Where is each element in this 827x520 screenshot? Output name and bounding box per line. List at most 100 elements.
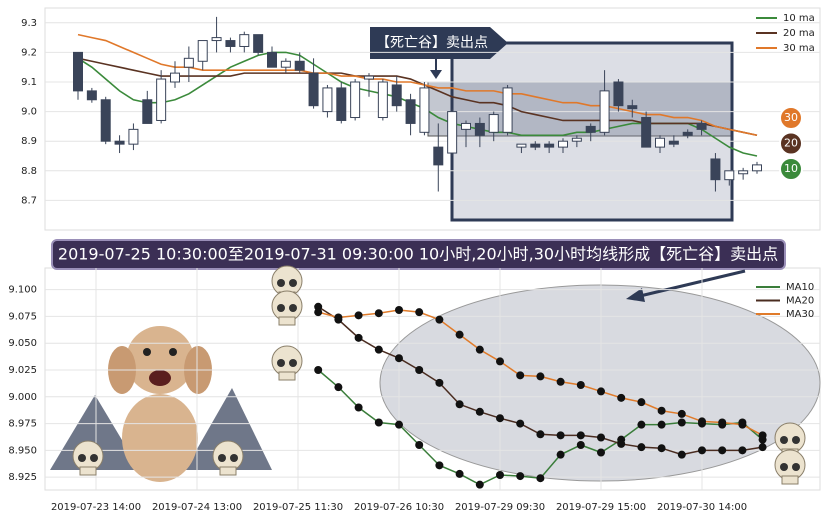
skull-eye (792, 436, 800, 444)
point (677, 418, 686, 427)
candle-body (142, 99, 153, 124)
point (314, 308, 323, 317)
point (354, 403, 363, 412)
point (556, 431, 565, 440)
callout-arrowhead (430, 70, 442, 79)
poodle-body (122, 394, 198, 482)
candle-body (627, 105, 638, 110)
candle-body (641, 117, 652, 148)
skull-eye (230, 454, 238, 462)
candle-body (738, 170, 749, 175)
y-tick-label: 8.9 (21, 136, 37, 147)
point (435, 461, 444, 470)
point (758, 431, 767, 440)
candle-body (599, 90, 610, 133)
legend-label: 20 ma (783, 28, 815, 39)
skull-jaw (79, 466, 97, 476)
mountain (50, 395, 140, 470)
candle-body (530, 143, 541, 148)
mountain (185, 388, 272, 470)
end-badge (779, 157, 803, 181)
candle-body (156, 78, 167, 121)
candle-body (211, 37, 222, 42)
y-tick-label: 9.000 (8, 392, 37, 403)
point (637, 420, 646, 429)
candle-body (86, 90, 97, 101)
candle-body (197, 40, 208, 62)
skull-jaw (219, 466, 237, 476)
point (657, 420, 666, 429)
candle-body (128, 128, 139, 145)
candle-body (336, 87, 347, 121)
point (496, 471, 504, 479)
bottom-chart: 8.925 8.950 8.975 9.000 9.025 9.050 9.075 9.100… (8, 268, 820, 513)
candle-body (724, 170, 735, 181)
point (415, 441, 424, 449)
point (677, 450, 686, 459)
y-tick-label: 8.8 (21, 166, 37, 177)
y-tick-label: 8.925 (8, 472, 37, 483)
point (354, 311, 363, 320)
candle-body (696, 122, 707, 130)
candle-body (710, 158, 721, 181)
legend-label: MA20 (786, 296, 814, 307)
candle-body (433, 146, 444, 166)
point (556, 377, 565, 386)
y-tick-label: 8.975 (8, 419, 37, 430)
candle-body (114, 140, 125, 145)
x-tick-label: 2019-07-30 14:00 (657, 502, 747, 513)
skull-eye (218, 454, 226, 462)
point (314, 366, 323, 374)
y-tick-label: 9.075 (8, 311, 37, 322)
skull-eye (277, 279, 285, 287)
skull-eye (289, 304, 297, 312)
candle-body (239, 34, 250, 47)
candle-body (280, 60, 291, 68)
candle-body (419, 87, 430, 133)
point (374, 309, 383, 318)
skull-eye (277, 359, 285, 367)
pointer-arrowhead (626, 288, 645, 302)
point (455, 400, 464, 409)
point (637, 398, 646, 407)
candle-body (488, 114, 499, 133)
point (556, 450, 565, 459)
skull-eye (78, 454, 86, 462)
point (536, 474, 545, 483)
candle-body (253, 34, 264, 53)
point (718, 418, 727, 427)
highlight-ellipse (379, 284, 821, 482)
skull-eye (780, 463, 788, 471)
y-tick-label: 8.950 (8, 445, 37, 456)
legend-label: MA30 (786, 309, 814, 320)
candle-body (668, 140, 679, 145)
point (597, 433, 605, 442)
x-tick-label: 2019-07-29 09:30 (455, 502, 545, 513)
point (516, 419, 525, 428)
point (455, 469, 464, 478)
point (718, 446, 727, 455)
poodle-eye (169, 348, 177, 356)
end-badge (779, 106, 803, 130)
point (496, 414, 504, 423)
point (617, 439, 626, 448)
point (354, 333, 363, 342)
point (334, 383, 343, 392)
point (758, 443, 767, 452)
x-tick-label: 2019-07-25 11:30 (253, 502, 343, 513)
point (475, 345, 484, 354)
x-tick-label: 2019-07-23 14:00 (51, 502, 141, 513)
point (657, 406, 666, 415)
skull-eye (277, 304, 285, 312)
candle-body (294, 60, 305, 71)
point (475, 480, 484, 489)
candle-body (502, 87, 513, 133)
point (415, 308, 424, 317)
y-tick-label: 9.2 (21, 47, 37, 58)
point (698, 446, 706, 455)
point (516, 371, 525, 380)
point (637, 443, 646, 452)
candle-body (405, 99, 416, 124)
point (576, 381, 585, 389)
